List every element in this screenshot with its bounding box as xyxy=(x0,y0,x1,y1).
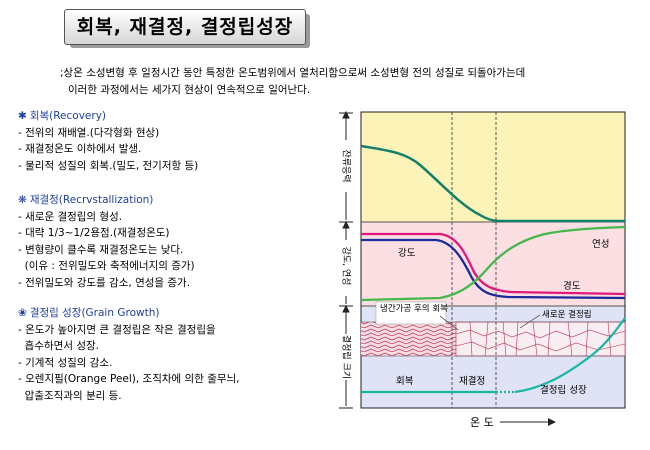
hardness-label: 경도 xyxy=(563,280,581,292)
list-item: - 변형량이 클수록 재결정온도는 낮다. xyxy=(18,243,184,256)
diagram-frame xyxy=(360,111,626,409)
hardness-curve xyxy=(361,238,626,300)
section-recovery: ✱ 회복(Recovery) - 전위의 재배열.(다각형화 현상) - 재결정온… xyxy=(18,108,198,174)
y-label-background xyxy=(340,334,352,380)
stage-label-grain-growth: 결정립 성장 xyxy=(540,384,587,396)
y-label-background xyxy=(340,140,352,192)
list-item: - 전위의 재배열.(다각형화 현상) xyxy=(18,126,160,139)
list-item: (이유 : 전위밀도와 축적에너지의 증가) xyxy=(18,260,195,272)
strength-ductility-label: 강도, 연성 xyxy=(341,247,352,286)
section-recrystallization: ❋ 재결정(Recrvstallization) - 새로운 결정립의 형성. -… xyxy=(18,192,195,291)
asterisk-icon: ✱ xyxy=(18,110,27,122)
stage-label-recovery: 회복 xyxy=(396,376,414,387)
list-item: - 대략 1/3~1/2용점.(재결정온도) xyxy=(18,227,170,239)
y-label-background xyxy=(340,240,352,296)
residual-stress-curve xyxy=(360,144,625,223)
intro-text: ;상온 소성변형 후 일정시간 동안 특정한 온도범위에서 열처리함으로써 소성… xyxy=(60,65,630,99)
list-item: 흡수하면서 성장. xyxy=(18,340,99,352)
cold-worked-microstructure xyxy=(361,322,456,356)
annotation-background xyxy=(375,301,447,325)
cold-worked-annotation: 냉간가공 후의 회복 xyxy=(380,303,448,314)
strength-label: 강도 xyxy=(398,248,416,259)
list-item: 압출조직과의 분리 등. xyxy=(18,389,122,402)
residual-stress-label: 잔류응력 xyxy=(341,149,353,182)
page-title: 회복, 재결정, 결정립성장 xyxy=(64,9,306,45)
ductility-curve xyxy=(360,225,626,302)
intro-line-2: 이러한 과정에서는 세가지 현상이 연속적으로 일어난다. xyxy=(68,84,311,96)
list-item: - 오렌지필(Orange Peel), 조직차에 의한 줄무늬, xyxy=(18,373,240,385)
grain-size-axis-label: 결정립 크기 xyxy=(341,335,352,379)
new-grains-microstructure xyxy=(455,321,626,357)
section-grain-growth: ❀ 결정립 성장(Grain Growth) - 온도가 높아지면 큰 결정립은 … xyxy=(18,305,240,404)
new-grains-annotation: 새로운 결정립 xyxy=(542,309,592,320)
section-heading-recrystallization: ❋ 재결정(Recrvstallization) xyxy=(18,194,154,206)
section-heading-grain-growth: ❀ 결정립 성장(Grain Growth) xyxy=(18,307,160,319)
strength-curve xyxy=(361,232,626,296)
snowflake-icon: ❋ xyxy=(18,194,27,206)
section-heading-recovery: ✱ 회복(Recovery) xyxy=(18,110,107,122)
x-axis-arrow xyxy=(500,418,556,426)
flower-icon: ❀ xyxy=(18,307,27,319)
annotation-pointer xyxy=(439,315,459,331)
list-item: - 재결정온도 이하에서 발생. xyxy=(18,143,142,155)
grain-size-curve xyxy=(514,317,626,394)
intro-line-1: ;상온 소성변형 후 일정시간 동안 특정한 온도범위에서 열처리함으로써 소성… xyxy=(60,67,526,79)
annotation-pointer xyxy=(519,314,541,329)
list-item: - 전위밀도와 강도를 감소, 연성을 증가. xyxy=(18,276,191,289)
list-item: - 기계적 성질의 감소. xyxy=(18,356,113,369)
list-item: - 새로운 결정립의 형성. xyxy=(18,210,123,223)
residual-stress-panel xyxy=(361,112,625,222)
stage-label-recrystallization: 재결정 xyxy=(459,376,485,387)
x-axis-label: 온 도 xyxy=(470,416,494,429)
list-item: - 온도가 높아지면 큰 결정립은 작은 결정립을 xyxy=(18,323,216,336)
ductility-label: 연성 xyxy=(592,239,609,250)
list-item: - 물리적 성질의 회복.(밀도, 전기저항 등) xyxy=(18,159,199,172)
